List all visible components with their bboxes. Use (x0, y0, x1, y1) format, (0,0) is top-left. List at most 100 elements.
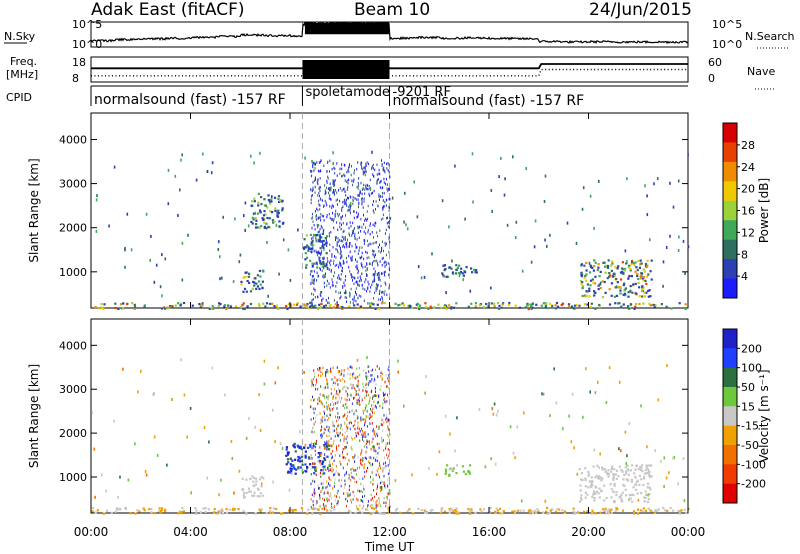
velocity-cell (590, 476, 593, 479)
velocity-cell (357, 455, 359, 459)
power-cell (268, 217, 271, 220)
velocity-cell (612, 476, 615, 479)
velocity-cell (377, 452, 379, 455)
power-sparse-cell (626, 177, 628, 181)
velocity-cell (365, 403, 367, 407)
power-cell (378, 168, 380, 172)
power-cell (634, 270, 637, 273)
velocity-cell (601, 468, 604, 471)
velocity-cell (362, 500, 364, 503)
velocity-cell (372, 403, 374, 407)
velocity-cell (527, 509, 530, 512)
power-cell (386, 183, 388, 186)
power-cell (339, 246, 341, 250)
velocity-cell (615, 469, 619, 472)
velocity-cell (364, 418, 366, 421)
freq-left-label: Freq. (10, 55, 37, 68)
power-cell (358, 236, 360, 239)
velocity-colorbar-bin (723, 464, 737, 485)
velocity-cell (615, 491, 618, 494)
velocity-cell (370, 457, 372, 460)
power-cell (311, 239, 314, 242)
power-cell (253, 277, 256, 280)
power-sparse-cell (406, 227, 409, 231)
velocity-cell (228, 508, 231, 511)
power-cell (313, 179, 315, 182)
velocity-cell (361, 398, 363, 402)
velocity-cell (322, 403, 324, 407)
power-cell (337, 214, 339, 218)
velocity-cell (327, 491, 329, 495)
velocity-cell (337, 500, 339, 503)
power-cell (337, 237, 339, 240)
power-cell (269, 210, 272, 213)
velocity-colorbar-bin (723, 348, 737, 369)
velocity-cell (306, 467, 309, 470)
power-cell (367, 231, 369, 234)
power-sparse-cell (662, 260, 665, 264)
velocity-cell (344, 479, 346, 482)
velocity-cell (320, 428, 322, 432)
velocity-cell (408, 508, 411, 511)
velocity-cell (358, 388, 360, 392)
velocity-cell (449, 509, 452, 512)
velocity-sparse-cell (347, 493, 350, 497)
velocity-sparse-cell (663, 456, 666, 460)
power-cell (638, 286, 641, 289)
velocity-cell (631, 464, 634, 467)
velocity-cell (314, 466, 317, 469)
velocity-cell (389, 476, 390, 480)
power-cell (338, 266, 340, 269)
velocity-cell (221, 509, 224, 512)
power-cell (349, 206, 351, 210)
power-cell (362, 266, 364, 269)
velocity-cell (387, 419, 389, 423)
power-cell (381, 159, 382, 162)
power-cell (351, 257, 353, 260)
velocity-sparse-cell (444, 414, 447, 418)
velocity-sparse-cell (206, 476, 208, 480)
velocity-cell (329, 370, 331, 373)
velocity-cell (328, 439, 330, 443)
velocity-cell (337, 383, 339, 386)
velocity-cell (313, 430, 315, 434)
velocity-cell (375, 501, 377, 504)
velocity-cell (384, 461, 386, 465)
velocity-cell (598, 496, 601, 499)
velocity-cell (357, 432, 359, 435)
velocity-cell (321, 488, 323, 491)
velocity-cell (367, 393, 369, 397)
power-cell (323, 243, 326, 246)
power-cell (535, 303, 538, 306)
power-cell (361, 198, 363, 201)
velocity-sparse-cell (570, 440, 573, 444)
velocity-cell (342, 466, 344, 470)
power-cell (342, 269, 343, 273)
power-cell (274, 209, 277, 212)
velocity-cell (376, 432, 378, 436)
velocity-sparse-cell (454, 449, 456, 453)
velocity-cell (346, 499, 348, 503)
velocity-sparse-cell (478, 408, 481, 411)
power-cell (349, 211, 351, 215)
velocity-cell (253, 491, 256, 494)
velocity-cell (321, 425, 323, 429)
velocity-cell (375, 504, 377, 507)
velocity-cell (119, 507, 122, 511)
power-cell (346, 296, 348, 299)
power-cell (251, 287, 254, 290)
velocity-cell (344, 398, 346, 401)
power-sparse-cell (656, 177, 659, 181)
power-cell (589, 284, 592, 287)
velocity-cell (361, 427, 362, 431)
power-cell (339, 261, 341, 264)
power-cell (217, 304, 220, 308)
velocity-cell (363, 431, 365, 435)
velocity-cell (611, 465, 614, 468)
velocity-cell (354, 454, 356, 457)
velocity-cell (628, 494, 631, 497)
power-cell (322, 261, 325, 264)
velocity-cell (313, 488, 315, 491)
velocity-cell (261, 494, 264, 497)
velocity-cell (369, 456, 371, 459)
